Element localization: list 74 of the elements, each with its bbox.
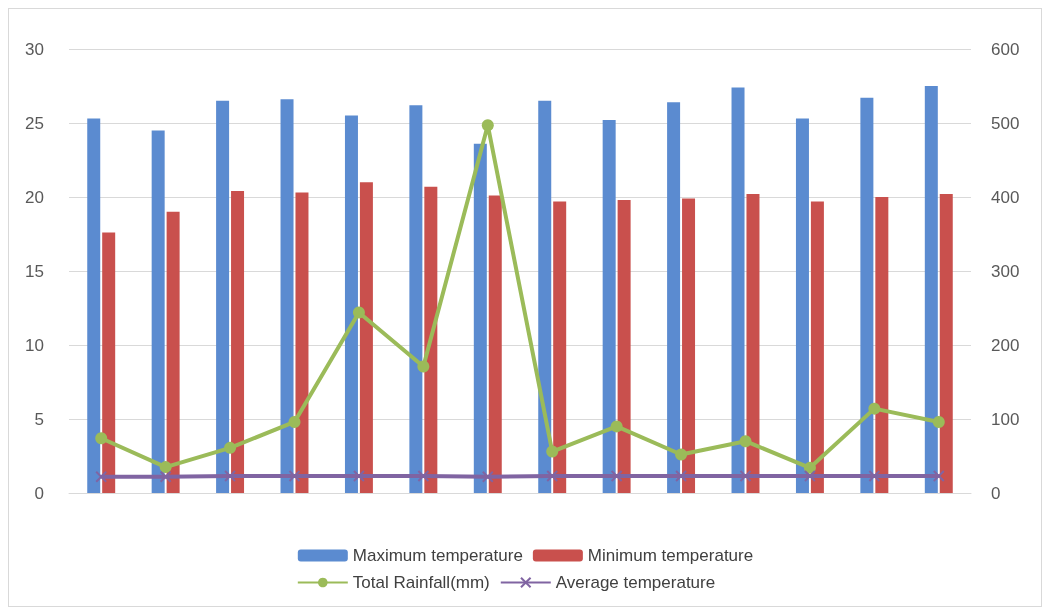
y2-tick-label: 200 (991, 335, 1020, 355)
y-tick-label: 15 (25, 261, 44, 281)
bar (602, 120, 616, 493)
legend-label: Minimum temperature (587, 546, 754, 565)
y-tick-label: 20 (25, 187, 44, 207)
point (546, 445, 559, 458)
y2-tick-label: 0 (991, 483, 1001, 503)
bar (538, 100, 552, 493)
point (481, 119, 494, 132)
y-tick-label: 5 (34, 409, 44, 429)
y2-tick-label: 500 (991, 113, 1020, 133)
point (224, 469, 237, 482)
y2-tick-label: 100 (991, 409, 1020, 429)
bar (87, 118, 101, 493)
bar (553, 201, 567, 493)
point (417, 469, 430, 482)
bar (280, 99, 294, 493)
point (224, 441, 237, 454)
point (352, 306, 365, 319)
point (95, 470, 108, 483)
y-tick-label: 30 (25, 39, 44, 59)
point (803, 469, 816, 482)
point (675, 448, 688, 461)
legend-label: Maximum temperature (352, 546, 523, 565)
bar (731, 87, 745, 493)
bar (939, 194, 953, 493)
legend-label: Total Rainfall(mm) (352, 573, 490, 592)
point (159, 470, 172, 483)
point (803, 461, 816, 474)
bar (810, 201, 824, 493)
point (288, 469, 301, 482)
point (739, 469, 752, 482)
bar (344, 115, 358, 493)
point (932, 415, 945, 428)
y-tick-label: 10 (25, 335, 44, 355)
point (546, 469, 559, 482)
y-tick-label: 0 (34, 483, 44, 503)
point (481, 470, 494, 483)
bar (667, 102, 681, 493)
bar (231, 191, 245, 493)
y-tick-label: 25 (25, 113, 44, 133)
bar (473, 143, 487, 493)
y2-tick-label: 600 (991, 39, 1020, 59)
bar (746, 194, 760, 493)
point (868, 469, 881, 482)
point (610, 420, 623, 433)
bar (295, 192, 309, 493)
bar (216, 100, 230, 493)
bar (795, 118, 809, 493)
bar (359, 182, 373, 493)
point (159, 461, 172, 474)
legend-label: Average temperature (555, 573, 716, 592)
point (932, 469, 945, 482)
bar (617, 199, 631, 493)
bar (151, 130, 165, 493)
bar (166, 211, 180, 493)
point (868, 402, 881, 415)
point (675, 469, 688, 482)
bar (682, 198, 696, 493)
bar (860, 97, 874, 493)
point (288, 415, 301, 428)
point (352, 469, 365, 482)
bar (488, 195, 502, 493)
bar (409, 105, 423, 493)
point (739, 435, 752, 448)
bar (424, 186, 438, 493)
point (417, 360, 430, 373)
point (610, 469, 623, 482)
bar (924, 86, 938, 493)
bar (875, 197, 889, 493)
point (95, 432, 108, 445)
bar (102, 232, 116, 493)
y2-tick-label: 400 (991, 187, 1020, 207)
y2-tick-label: 300 (991, 261, 1020, 281)
